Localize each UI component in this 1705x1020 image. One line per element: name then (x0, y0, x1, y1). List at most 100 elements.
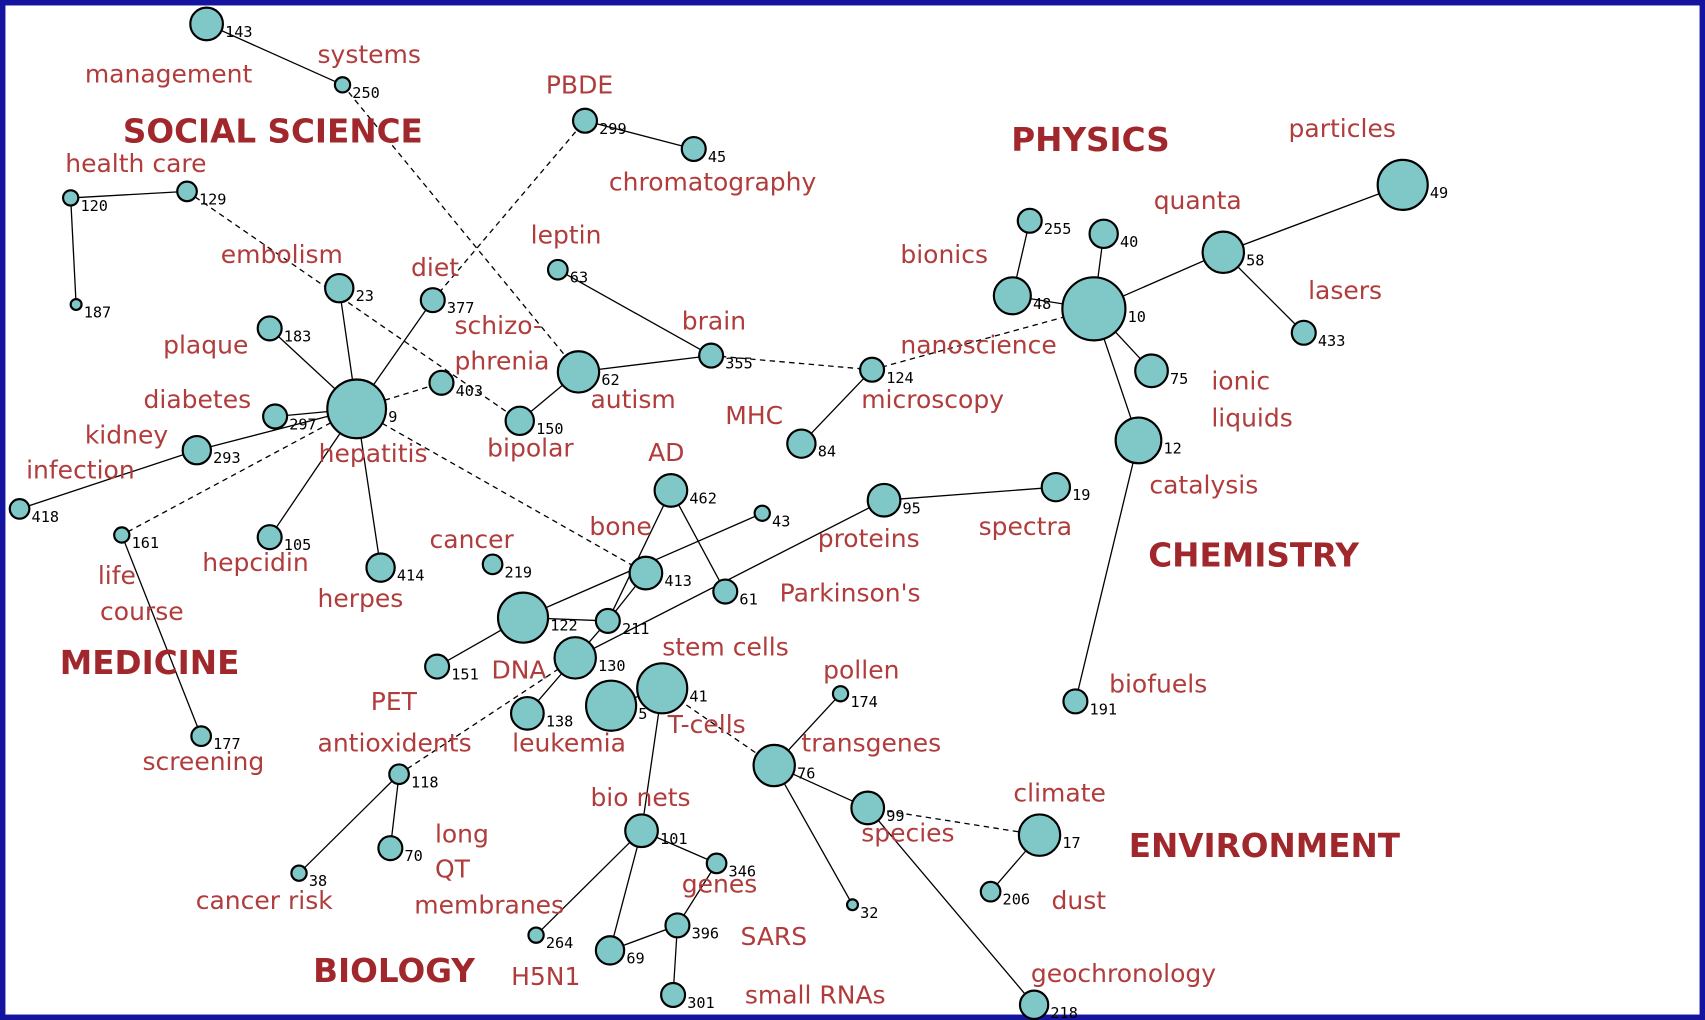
edge (609, 830, 643, 951)
topic-label: PET (371, 687, 418, 716)
node-number: 250 (352, 84, 379, 102)
node (504, 405, 535, 437)
canvas (5, 5, 1700, 1015)
topic-label: herpes (318, 584, 404, 613)
node (424, 653, 451, 680)
node-number: 403 (456, 382, 483, 400)
topic-label: autism (590, 385, 675, 414)
topic-label: species (861, 819, 954, 848)
node-number: 61 (739, 591, 757, 609)
topic-label: stem cells (662, 633, 789, 662)
node-number: 48 (1033, 295, 1051, 313)
topic-label: screening (142, 747, 264, 776)
node-number: 105 (284, 536, 312, 554)
edge (557, 269, 712, 357)
edge (584, 120, 694, 150)
edge (578, 354, 712, 373)
topic-label: biofuels (1109, 670, 1207, 699)
topic-label: quanta (1154, 186, 1242, 215)
topic-label: hepatitis (319, 439, 428, 468)
topic-label: climate (1013, 778, 1106, 807)
node (831, 685, 850, 703)
node-number: 120 (80, 197, 108, 215)
topic-label: DNA (491, 656, 546, 685)
node (8, 498, 31, 520)
edge (773, 765, 854, 906)
edge (356, 408, 647, 574)
topic-label: chromatography (609, 167, 817, 196)
node-number: 38 (309, 872, 327, 890)
node-number: 143 (225, 23, 253, 41)
topic-label: AD (648, 438, 684, 467)
node (481, 553, 504, 576)
texts: 143 250 120 129 187 23 377 183 403 9 297 293 418 161 1… (26, 23, 1448, 1020)
node-number: 45 (708, 148, 726, 166)
node-number: 17 (1062, 834, 1080, 852)
node (594, 935, 626, 966)
node (256, 315, 283, 342)
node (556, 350, 601, 394)
node-number: 19 (1072, 486, 1090, 504)
edge (121, 534, 202, 737)
node (636, 662, 689, 715)
node-number: 130 (598, 657, 626, 675)
topic-label: H5N1 (511, 962, 580, 991)
field-label: ENVIRONMENT (1129, 827, 1401, 865)
node (845, 898, 860, 912)
node (509, 695, 545, 731)
node (1018, 989, 1050, 1020)
edge (121, 408, 357, 536)
node (419, 287, 446, 314)
topic-label: ionic (1211, 366, 1270, 395)
node-number: 151 (451, 666, 479, 684)
node (1088, 218, 1119, 250)
edge (186, 190, 521, 422)
field-label: MEDICINE (60, 644, 240, 682)
node (585, 679, 638, 732)
node-number: 62 (601, 371, 619, 389)
topic-label: dust (1051, 886, 1106, 915)
node (546, 258, 569, 281)
node (324, 272, 355, 304)
node (113, 526, 131, 544)
topic-label: bone (589, 512, 651, 541)
node (496, 591, 550, 644)
topic-label: kidney (85, 421, 169, 450)
node (189, 6, 224, 42)
node-number: 191 (1090, 700, 1118, 718)
topic-label: health care (65, 149, 206, 178)
node (290, 864, 308, 882)
node-number: 95 (903, 499, 921, 517)
node (1114, 416, 1163, 465)
node (1061, 276, 1127, 342)
node-number: 69 (626, 949, 644, 967)
field-label: PHYSICS (1011, 121, 1169, 159)
topic-label: microscopy (861, 385, 1004, 414)
topic-label: particles (1289, 114, 1396, 143)
topic-label: leptin (531, 221, 602, 250)
edge (883, 486, 1056, 501)
node (705, 852, 728, 875)
topic-label: leukemia (512, 728, 626, 757)
topic-label: schizo- (455, 311, 542, 340)
node-number: 138 (546, 712, 574, 730)
node-number: 12 (1163, 439, 1181, 457)
node-number: 43 (772, 512, 790, 530)
topic-label: bipolar (487, 434, 574, 463)
node (428, 369, 455, 396)
node-number: 355 (725, 355, 753, 373)
node (333, 76, 352, 94)
node (61, 189, 80, 207)
node-number: 118 (411, 773, 438, 791)
node (786, 428, 817, 459)
node (1017, 813, 1062, 857)
topic-label: lasers (1308, 276, 1382, 305)
edge (711, 354, 873, 371)
node-number: 264 (546, 934, 574, 952)
node-number: 75 (1170, 370, 1188, 388)
node-number: 58 (1246, 251, 1264, 269)
field-label: SOCIAL SCIENCE (123, 112, 423, 150)
node (388, 763, 410, 786)
node-number: 10 (1128, 308, 1146, 326)
